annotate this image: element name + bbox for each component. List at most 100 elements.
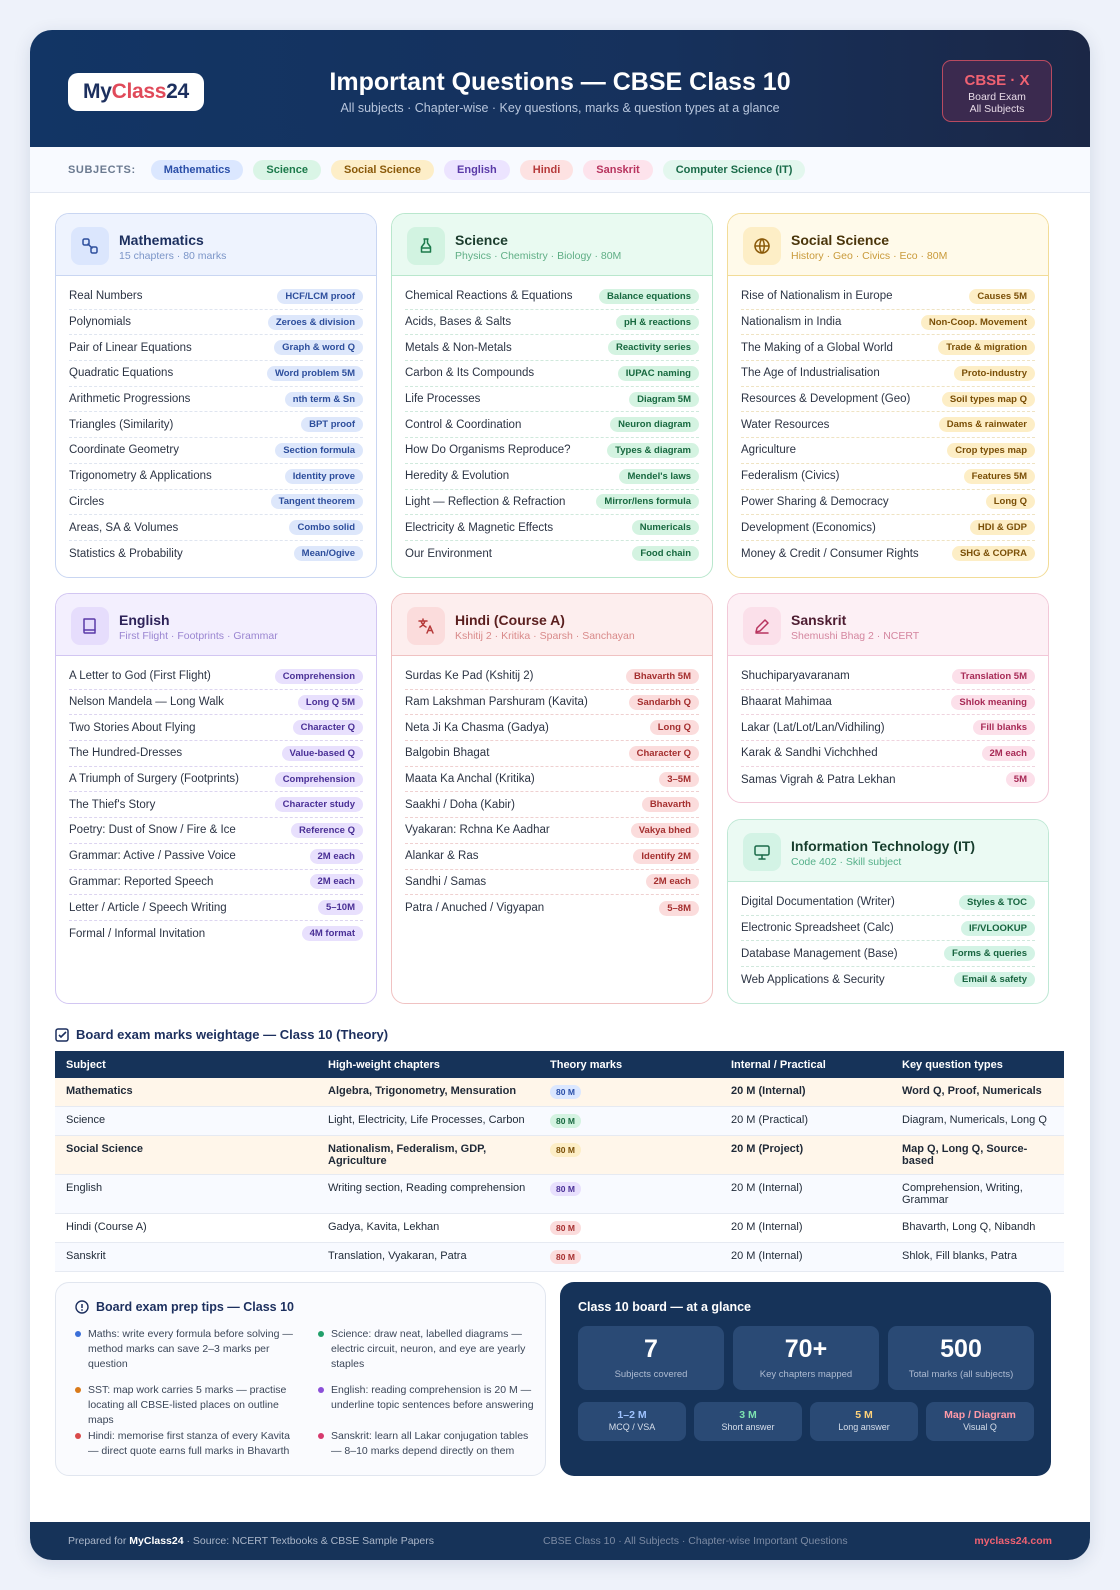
card-subtitle: Code 402 · Skill subject <box>791 856 902 868</box>
chapter-row[interactable]: Trigonometry & Applications Identity pro… <box>69 464 363 490</box>
chapter-row[interactable]: Pair of Linear Equations Graph & word Q <box>69 335 363 362</box>
stat-card: 500 Total marks (all subjects) <box>888 1326 1034 1390</box>
table-cell: Science <box>55 1106 317 1136</box>
question-type-pill: Neuron diagram <box>610 417 699 433</box>
chapter-row[interactable]: Balgobin Bhagat Character Q <box>405 741 699 767</box>
chapter-row[interactable]: Database Management (Base) Forms & queri… <box>741 941 1035 968</box>
logo[interactable]: My Class 24 <box>68 73 204 111</box>
weightage-heading: Board exam marks weightage — Class 10 (T… <box>55 1027 388 1042</box>
chapter-row[interactable]: Federalism (Civics) Features 5M <box>741 464 1035 490</box>
chapter-row[interactable]: Bhaarat Mahimaa Shlok meaning <box>741 690 1035 716</box>
question-type-pill: Diagram 5M <box>629 391 699 407</box>
chapter-row[interactable]: Power Sharing & Democracy Long Q <box>741 490 1035 516</box>
chapter-row[interactable]: Electricity & Magnetic Effects Numerical… <box>405 515 699 541</box>
chapter-row[interactable]: Polynomials Zeroes & division <box>69 310 363 336</box>
chapter-row[interactable]: Control & Coordination Neuron diagram <box>405 412 699 439</box>
tip-text: Maths: write every formula before solvin… <box>88 1328 293 1370</box>
chapter-row[interactable]: A Letter to God (First Flight) Comprehen… <box>69 664 363 690</box>
chapter-row[interactable]: How Do Organisms Reproduce? Types & diag… <box>405 438 699 464</box>
table-cell: 20 M (Practical) <box>720 1106 891 1136</box>
chapter-row[interactable]: Nelson Mandela — Long Walk Long Q 5M <box>69 690 363 716</box>
chapter-row[interactable]: Circles Tangent theorem <box>69 490 363 516</box>
chapter-row[interactable]: Arithmetic Progressions nth term & Sn <box>69 387 363 413</box>
subject-chip[interactable]: Social Science <box>330 159 435 180</box>
chapter-row[interactable]: Metals & Non-Metals Reactivity series <box>405 335 699 362</box>
question-type-pill: HDI & GDP <box>969 520 1035 536</box>
subject-chip[interactable]: Mathematics <box>150 159 244 180</box>
footer-link[interactable]: myclass24.com <box>974 1535 1052 1547</box>
chapter-row[interactable]: Carbon & Its Compounds IUPAC naming <box>405 361 699 387</box>
question-type-pill: Shlok meaning <box>951 694 1035 710</box>
chapter-row[interactable]: Statistics & Probability Mean/Ogive <box>69 541 363 567</box>
subject-chip[interactable]: Computer Science (IT) <box>662 159 806 180</box>
chapter-row[interactable]: Rise of Nationalism in Europe Causes 5M <box>741 284 1035 310</box>
chapter-row[interactable]: Neta Ji Ka Chasma (Gadya) Long Q <box>405 715 699 742</box>
question-type-pill: Graph & word Q <box>274 340 363 356</box>
pen-icon <box>743 607 781 645</box>
chapter-row[interactable]: Areas, SA & Volumes Combo solid <box>69 515 363 541</box>
question-type-pill: Zeroes & division <box>267 314 363 330</box>
chapter-row[interactable]: The Hundred-Dresses Value-based Q <box>69 741 363 767</box>
chapter-row[interactable]: A Triumph of Surgery (Footprints) Compre… <box>69 767 363 793</box>
chapter-row[interactable]: Alankar & Ras Identify 2M <box>405 844 699 870</box>
chapter-row[interactable]: Grammar: Active / Passive Voice 2M each <box>69 844 363 870</box>
chapter-row[interactable]: Sandhi / Samas 2M each <box>405 870 699 896</box>
question-type-pill: BPT proof <box>301 417 363 433</box>
chapter-row[interactable]: Digital Documentation (Writer) Styles & … <box>741 890 1035 916</box>
chapter-row[interactable]: Samas Vigrah & Patra Lekhan 5M <box>741 767 1035 793</box>
chapter-row[interactable]: Grammar: Reported Speech 2M each <box>69 870 363 896</box>
chapter-row[interactable]: Light — Reflection & Refraction Mirror/l… <box>405 490 699 516</box>
chapter-row[interactable]: Lakar (Lat/Lot/Lan/Vidhiling) Fill blank… <box>741 715 1035 742</box>
chapter-row[interactable]: Poetry: Dust of Snow / Fire & Ice Refere… <box>69 818 363 844</box>
subject-chip[interactable]: English <box>444 159 510 180</box>
chapter-row[interactable]: Saakhi / Doha (Kabir) Bhavarth <box>405 792 699 819</box>
chapter-row[interactable]: Karak & Sandhi Vichchhed 2M each <box>741 741 1035 767</box>
chapter-row[interactable]: Water Resources Dams & rainwater <box>741 412 1035 439</box>
chapter-row[interactable]: Ram Lakshman Parshuram (Kavita) Sandarbh… <box>405 690 699 716</box>
chapter-row[interactable]: Acids, Bases & Salts pH & reactions <box>405 310 699 336</box>
logo-part: Class <box>111 80 167 103</box>
question-type-pill: Bhavarth 5M <box>625 668 699 684</box>
chapter-row[interactable]: Web Applications & Security Email & safe… <box>741 967 1035 993</box>
tips-heading: Board exam prep tips — Class 10 <box>75 1300 294 1314</box>
chapter-row[interactable]: Heredity & Evolution Mendel's laws <box>405 464 699 490</box>
subject-chip[interactable]: Hindi <box>519 159 574 180</box>
chapter-row[interactable]: Maata Ka Anchal (Kritika) 3–5M <box>405 767 699 793</box>
chapter-row[interactable]: Resources & Development (Geo) Soil types… <box>741 387 1035 413</box>
chapter-row[interactable]: Patra / Anuched / Vigyapan 5–8M <box>405 895 699 921</box>
chapter-row[interactable]: Letter / Article / Speech Writing 5–10M <box>69 895 363 921</box>
chapter-name: Nelson Mandela — Long Walk <box>69 696 224 709</box>
type-label: MCQ / VSA <box>608 1422 656 1432</box>
chapter-row[interactable]: Formal / Informal Invitation 4M format <box>69 921 363 947</box>
chapter-name: Light — Reflection & Refraction <box>405 495 566 508</box>
chapter-row[interactable]: Electronic Spreadsheet (Calc) IF/VLOOKUP <box>741 916 1035 942</box>
column-header: High-weight chapters <box>317 1051 539 1078</box>
stat-label: Key chapters mapped <box>759 1369 853 1380</box>
chapter-row[interactable]: Our Environment Food chain <box>405 541 699 567</box>
logo-part: My <box>83 80 112 103</box>
chapter-name: Acids, Bases & Salts <box>405 316 512 329</box>
translate-icon <box>407 607 445 645</box>
subject-chip[interactable]: Sanskrit <box>583 159 653 180</box>
chapter-row[interactable]: Nationalism in India Non-Coop. Movement <box>741 310 1035 336</box>
question-type-pill: Comprehension <box>274 668 363 684</box>
chapter-row[interactable]: Development (Economics) HDI & GDP <box>741 515 1035 541</box>
chapter-row[interactable]: The Age of Industrialisation Proto-indus… <box>741 361 1035 387</box>
chapter-row[interactable]: The Thief's Story Character study <box>69 792 363 819</box>
glance-panel: Class 10 board — at a glance 7 Subjects c… <box>560 1282 1051 1476</box>
chapter-row[interactable]: Two Stories About Flying Character Q <box>69 715 363 742</box>
chapter-row[interactable]: Coordinate Geometry Section formula <box>69 438 363 464</box>
chapter-row[interactable]: Quadratic Equations Word problem 5M <box>69 361 363 387</box>
chapter-row[interactable]: Triangles (Similarity) BPT proof <box>69 412 363 439</box>
chapter-row[interactable]: Chemical Reactions & Equations Balance e… <box>405 284 699 310</box>
subject-chip[interactable]: Science <box>253 159 321 180</box>
question-type-pill: Features 5M <box>963 468 1035 484</box>
chapter-row[interactable]: Agriculture Crop types map <box>741 438 1035 464</box>
chapter-row[interactable]: Vyakaran: Rchna Ke Aadhar Vakya bhed <box>405 818 699 844</box>
chapter-row[interactable]: Surdas Ke Pad (Kshitij 2) Bhavarth 5M <box>405 664 699 690</box>
chapter-row[interactable]: Life Processes Diagram 5M <box>405 387 699 413</box>
chapter-row[interactable]: Money & Credit / Consumer Rights SHG & C… <box>741 541 1035 567</box>
chapter-row[interactable]: The Making of a Global World Trade & mig… <box>741 335 1035 362</box>
chapter-row[interactable]: Shuchiparyavaranam Translation 5M <box>741 664 1035 690</box>
chapter-row[interactable]: Real Numbers HCF/LCM proof <box>69 284 363 310</box>
